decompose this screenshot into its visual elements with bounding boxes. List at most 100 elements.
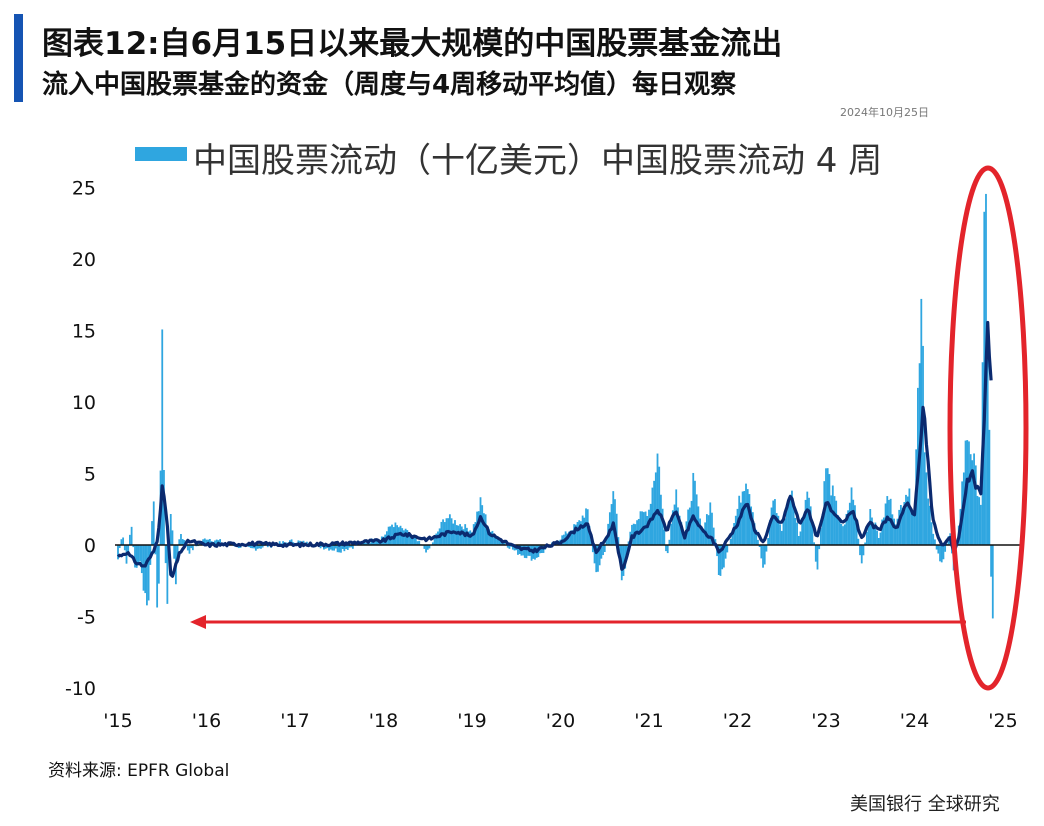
legend-label: 中国股票流动（十亿美元）中国股票流动 4 周 <box>193 141 882 181</box>
weekly-bar <box>375 540 378 545</box>
weekly-bar <box>137 545 140 564</box>
weekly-bar <box>118 545 121 548</box>
weekly-bar <box>837 515 839 545</box>
weekly-bar <box>428 545 431 549</box>
ma-4week-line <box>116 320 993 578</box>
weekly-bar <box>881 519 884 545</box>
weekly-bar <box>442 519 444 545</box>
weekly-bar <box>249 545 252 549</box>
weekly-bar <box>978 497 981 545</box>
x-axis-ticks: '15 '16 '17 '18 '19 '20 '21 '22 '23 '24 '25 <box>103 710 1017 732</box>
weekly-bar <box>762 545 764 568</box>
weekly-bar <box>797 535 800 545</box>
weekly-bar <box>198 542 201 545</box>
weekly-bar <box>178 539 181 545</box>
weekly-bar <box>336 545 339 553</box>
weekly-bar <box>437 531 439 545</box>
weekly-bar <box>448 514 451 545</box>
weekly-bar <box>930 522 933 545</box>
weekly-bar <box>129 534 131 545</box>
weekly-bar <box>937 545 940 554</box>
weekly-bar <box>346 545 349 550</box>
weekly-bar <box>598 545 601 566</box>
weekly-bar <box>135 545 138 568</box>
weekly-bar <box>726 545 729 553</box>
weekly-bar <box>891 514 894 545</box>
weekly-bar <box>151 521 153 545</box>
weekly-bar <box>409 534 412 545</box>
weekly-bar <box>934 539 936 545</box>
weekly-bar <box>605 538 608 545</box>
weekly-bar <box>859 545 861 556</box>
weekly-bar <box>140 545 143 574</box>
x-tick-label: '17 <box>280 710 309 732</box>
weekly-bar <box>733 523 735 545</box>
x-tick-label: '21 <box>634 710 663 732</box>
date-stamp: 2024年10月25日 <box>840 106 929 119</box>
weekly-bar <box>721 545 724 570</box>
weekly-bar <box>209 538 211 545</box>
weekly-bar <box>477 511 480 545</box>
weekly-bar <box>214 540 216 545</box>
weekly-bar <box>927 498 930 545</box>
weekly-bar <box>498 538 501 545</box>
weekly-bar <box>755 529 758 545</box>
weekly-bar <box>743 491 746 545</box>
weekly-bar <box>777 515 780 545</box>
page-title: 图表12:自6月15日以来最大规模的中国股票基金流出 <box>42 26 783 62</box>
weekly-bar <box>481 505 484 545</box>
weekly-bar <box>893 518 895 545</box>
weekly-bar <box>826 468 829 545</box>
weekly-bar <box>132 545 135 548</box>
weekly-bar <box>467 531 470 545</box>
weekly-bar <box>840 523 843 545</box>
weekly-bar <box>944 545 947 552</box>
weekly-bar <box>183 540 186 545</box>
weekly-bar <box>156 545 159 608</box>
weekly-bar <box>573 524 576 545</box>
weekly-bar <box>602 545 604 556</box>
weekly-bar <box>928 505 931 545</box>
weekly-bar <box>796 522 798 545</box>
x-tick-label: '19 <box>457 710 486 732</box>
weekly-bar <box>939 545 941 562</box>
weekly-bar <box>780 530 783 545</box>
weekly-bar <box>328 545 330 551</box>
weekly-bar <box>530 545 533 561</box>
weekly-bar <box>403 530 405 545</box>
weekly-bar <box>591 545 594 553</box>
weekly-bar <box>181 539 184 545</box>
weekly-bar <box>969 454 972 545</box>
weekly-bar <box>658 466 661 545</box>
weekly-bar <box>147 545 150 601</box>
weekly-bar <box>702 529 705 545</box>
y-axis-ticks: 25 20 15 10 5 0 -5 -10 <box>65 178 96 701</box>
weekly-bar <box>595 545 598 573</box>
weekly-bar <box>719 545 722 576</box>
weekly-bar <box>968 441 970 545</box>
y-tick-label: -5 <box>77 607 96 629</box>
weekly-bar <box>489 531 492 545</box>
weekly-bar <box>785 506 788 545</box>
weekly-bar <box>580 521 582 545</box>
weekly-bar <box>842 526 844 545</box>
weekly-bar <box>986 336 989 545</box>
weekly-bar <box>760 545 763 559</box>
weekly-bar <box>254 545 257 551</box>
weekly-bar <box>568 531 570 545</box>
weekly-bar <box>750 506 753 545</box>
weekly-bar <box>452 523 455 545</box>
weekly-bar <box>831 485 834 545</box>
weekly-bar <box>830 495 833 545</box>
y-tick-label: 15 <box>72 321 96 343</box>
weekly-bar <box>120 539 123 545</box>
weekly-bar <box>857 538 860 545</box>
weekly-bar <box>508 545 511 549</box>
weekly-bar <box>190 545 193 549</box>
weekly-bar <box>683 534 686 545</box>
weekly-bar <box>741 491 744 545</box>
weekly-bar <box>260 545 262 549</box>
weekly-bar <box>779 524 781 545</box>
weekly-bar <box>942 545 945 560</box>
weekly-bar <box>351 545 354 549</box>
